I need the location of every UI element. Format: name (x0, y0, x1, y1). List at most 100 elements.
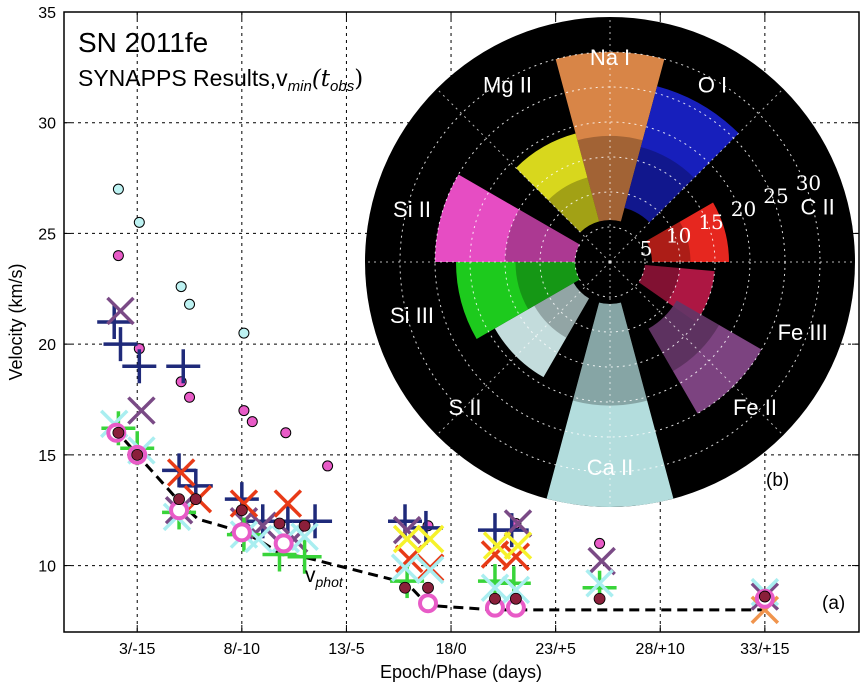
yellow-cross-point (392, 524, 422, 554)
axis-ticks: 3/-15 8/-10 13/-5 18/0 23/+5 28/+10 33/+15 10 15… (38, 5, 859, 658)
purple-cross-point (587, 546, 616, 576)
y-tick-label: 10 (38, 559, 56, 576)
x-axis-label: Epoch/Phase (days) (380, 662, 542, 682)
polar-ring (539, 191, 681, 333)
x-tick-label: 28/+10 (636, 641, 685, 658)
ion-wedge-shade (572, 302, 648, 406)
ion-wedge-shade (505, 209, 580, 262)
cyan-cross-point (415, 555, 445, 585)
ion-wedge-shade (548, 177, 600, 233)
maroon-dot-point (758, 590, 771, 603)
polar-spoke (609, 88, 784, 263)
cyan-cross-point (290, 522, 319, 552)
magenta-circle-point (112, 250, 124, 262)
ion-label: Mg II (483, 72, 532, 97)
ion-label: S II (449, 395, 482, 420)
maroon-dot-point (131, 448, 144, 461)
red-cross-point (273, 489, 303, 518)
polar-ring (574, 226, 646, 298)
yellow-cross-point (482, 531, 512, 560)
cyan-cross-point (501, 575, 531, 605)
red-cross-point (501, 542, 531, 571)
y-tick-label: 30 (38, 116, 56, 133)
x-tick-label: 13/-5 (328, 641, 365, 658)
chart-title: SN 2011fe (78, 27, 208, 58)
ion-wedge (624, 86, 739, 223)
red-cross-point (166, 458, 196, 487)
light_cyan-circle-point (184, 298, 196, 310)
light_cyan-circle-point (175, 281, 187, 293)
navy-plus-point (103, 327, 138, 362)
polar-ring (504, 156, 716, 368)
magenta-ring-point (273, 533, 294, 554)
maroon-dot-point (273, 517, 286, 530)
magenta-circle-point (184, 391, 196, 403)
navy-plus-point (166, 349, 201, 384)
light_cyan-circle-point (133, 216, 145, 228)
maroon-dot-point (189, 493, 202, 506)
ion-label: Si III (390, 303, 434, 328)
ion-label: Fe II (733, 395, 777, 420)
polar-spoke (436, 261, 611, 436)
ion-wedge-shade (624, 147, 695, 223)
magenta-ring-point (231, 522, 252, 543)
maroon-dot-point (112, 426, 125, 439)
polar-tick-label: 25 (763, 184, 788, 208)
navy-plus-point (97, 305, 132, 339)
red-cross-point (229, 489, 259, 518)
ion-label: Ca II (587, 455, 633, 480)
polar-tick-label: 5 (640, 236, 653, 260)
ion-label: Si II (393, 197, 431, 222)
polar-tick-label: 10 (666, 223, 691, 247)
ion-wedge (546, 302, 674, 507)
ion-wedge-shade (646, 221, 691, 262)
ion-wedge (456, 262, 580, 339)
panel-b-label: (b) (766, 470, 789, 491)
plot-frame (63, 11, 860, 633)
magenta-circle-point (594, 537, 606, 549)
x-tick-label: 18/0 (435, 641, 466, 658)
chart-subtitle: SYNAPPS Results,vmin(tobs) (78, 65, 363, 95)
ion-label: Fe III (778, 320, 828, 345)
ion-wedge-shade (638, 265, 680, 303)
y-tick-label: 20 (38, 337, 56, 354)
x-tick-label: 33/+15 (740, 641, 789, 658)
ion-wedge (638, 265, 715, 323)
green-plus-point (287, 539, 322, 574)
ion-label: Na I (590, 45, 630, 70)
light_cyan-circle-point (238, 327, 250, 339)
polar-tick-label: 30 (796, 171, 821, 195)
x-tick-label: 3/-15 (119, 641, 156, 658)
ion-label: O I (698, 72, 727, 97)
ion-wedge (515, 133, 600, 233)
maroon-dot-point (422, 581, 434, 594)
maroon-dot-point (399, 581, 411, 594)
magenta-circle-point (322, 460, 334, 472)
ion-wedge (646, 202, 729, 262)
cyan-cross-point (585, 569, 614, 598)
yellow-cross-point (415, 524, 445, 554)
y-tick-label: 35 (38, 5, 56, 22)
ion-label: C II (801, 194, 835, 219)
navy-plus-point (122, 349, 157, 384)
maroon-dot-point (593, 592, 606, 605)
y-tick-label: 25 (38, 226, 56, 243)
y-axis-label: Velocity (km/s) (6, 263, 26, 380)
data-markers (97, 183, 780, 625)
ion-wedge (555, 51, 665, 222)
magenta-circle-point (246, 416, 258, 428)
y-tick-label: 15 (38, 448, 56, 465)
panel-a-label: (a) (822, 593, 845, 614)
x-tick-label: 8/-10 (224, 641, 261, 658)
maroon-dot-point (489, 592, 501, 605)
magenta-circle-point (280, 427, 292, 439)
navy-plus-point (408, 510, 443, 545)
light_cyan-circle-point (112, 183, 124, 195)
purple-cross-point (106, 296, 135, 326)
maroon-dot-point (298, 519, 311, 532)
polar-tick-label: 20 (731, 197, 756, 221)
ion-wedge-shade (515, 262, 580, 310)
polar-tick-label: 15 (698, 210, 723, 234)
magenta-circle-point (238, 405, 250, 417)
